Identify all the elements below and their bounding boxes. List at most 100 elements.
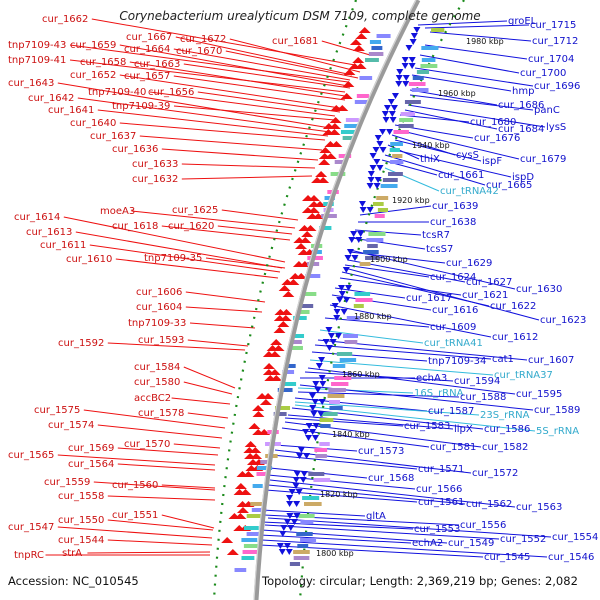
gene-label[interactable]: cur_1667	[126, 32, 172, 43]
gene-label[interactable]: cur_1606	[136, 287, 182, 298]
gene-label[interactable]: tnp7109-43	[8, 40, 66, 51]
gene-label[interactable]: cur_1556	[460, 520, 506, 531]
gene-label[interactable]: cat1	[492, 354, 514, 365]
gene-label[interactable]: cur_1594	[454, 376, 500, 387]
gene-label[interactable]: tnp7109-39	[112, 101, 170, 112]
gene-label[interactable]: cur_1637	[90, 131, 136, 142]
gene-label[interactable]: cur_1627	[466, 277, 512, 288]
gene-label[interactable]: cur_1663	[134, 59, 180, 70]
gene-label[interactable]: cur_1632	[132, 174, 178, 185]
gene-label[interactable]: echA2	[412, 538, 443, 549]
gene-label[interactable]: accBC2	[134, 393, 171, 404]
gene-label[interactable]: cur_1611	[40, 240, 86, 251]
gene-label[interactable]: cur_1712	[532, 36, 578, 47]
gene-label[interactable]: cur_1696	[534, 81, 580, 92]
gene-label[interactable]: cur_1583	[404, 421, 450, 432]
gene-label[interactable]: ispF	[482, 156, 502, 167]
gene-label[interactable]: tnp7109-34	[428, 356, 486, 367]
gene-label[interactable]: cur_1574	[48, 420, 94, 431]
gene-label[interactable]: 5S_rRNA	[536, 426, 579, 437]
gene-label[interactable]: cur_1681	[272, 36, 318, 47]
gene-label[interactable]: cur_1715	[530, 20, 576, 31]
gene-label[interactable]: cur_1581	[430, 442, 476, 453]
gene-label[interactable]: cur_1636	[112, 144, 158, 155]
gene-label[interactable]: cur_1613	[26, 227, 72, 238]
gene-label[interactable]: cur_1545	[484, 552, 530, 563]
gene-label[interactable]: tcsS7	[426, 244, 453, 255]
gene-label[interactable]: cur_1554	[552, 532, 598, 543]
gene-label[interactable]: cur_1578	[138, 408, 184, 419]
gene-label[interactable]: cur_1670	[176, 46, 222, 57]
gene-label[interactable]: echA3	[416, 373, 447, 384]
gene-label[interactable]: tnpRC	[14, 550, 44, 561]
gene-label[interactable]: cur_1551	[112, 510, 158, 521]
gene-label[interactable]: tcsR7	[422, 230, 450, 241]
gene-label[interactable]: cur_1658	[80, 57, 126, 68]
gene-label[interactable]: cur_1629	[446, 258, 492, 269]
gene-label[interactable]: cur_1616	[432, 305, 478, 316]
gene-label[interactable]: cur_1700	[520, 68, 566, 79]
gene-label[interactable]: cur_tRNA37	[494, 370, 553, 381]
gene-label[interactable]: cur_1546	[548, 552, 594, 563]
gene-label[interactable]: cur_1642	[28, 93, 74, 104]
gene-label[interactable]: cur_1661	[438, 170, 484, 181]
gene-label[interactable]: cur_1562	[466, 499, 512, 510]
gene-label[interactable]: lipX	[454, 424, 473, 435]
gene-label[interactable]: tnp7109-35	[144, 253, 202, 264]
gene-label[interactable]: cur_1564	[68, 459, 114, 470]
gene-label[interactable]: hmp	[512, 86, 534, 97]
gene-label[interactable]: cur_1612	[492, 332, 538, 343]
gene-label[interactable]: cur_1641	[48, 105, 94, 116]
gene-label[interactable]: cur_1587	[428, 406, 474, 417]
gene-label[interactable]: cur_1544	[58, 535, 104, 546]
gene-label[interactable]: cur_1614	[14, 212, 60, 223]
gene-label[interactable]: cur_1633	[132, 159, 178, 170]
gene-label[interactable]: cur_1549	[448, 538, 494, 549]
gene-label[interactable]: cur_1575	[34, 405, 80, 416]
gene-label[interactable]: tnp7109-40	[88, 87, 146, 98]
gene-label[interactable]: cur_1568	[368, 473, 414, 484]
gene-label[interactable]: tnp7109-33	[128, 318, 186, 329]
gene-label[interactable]: cur_1566	[416, 484, 462, 495]
gene-label[interactable]: cur_1620	[168, 221, 214, 232]
gene-label[interactable]: cur_1704	[528, 54, 574, 65]
gene-label[interactable]: cur_1553	[414, 524, 460, 535]
gene-label[interactable]: cur_1584	[134, 362, 180, 373]
gene-label[interactable]: cur_1563	[516, 502, 562, 513]
gene-label[interactable]: thiX	[420, 154, 440, 165]
gene-label[interactable]: cur_1659	[70, 40, 116, 51]
gene-label[interactable]: cur_1676	[474, 133, 520, 144]
gene-label[interactable]: panC	[534, 105, 560, 116]
gene-label[interactable]: cur_tRNA41	[424, 338, 483, 349]
gene-label[interactable]: 16S_rRNA	[414, 388, 464, 399]
gene-label[interactable]: cur_1595	[516, 389, 562, 400]
gene-label[interactable]: cur_1686	[498, 100, 544, 111]
gene-label[interactable]: groEL	[508, 16, 537, 27]
gene-label[interactable]: gltA	[366, 511, 386, 522]
gene-label[interactable]: cysS	[456, 150, 479, 161]
gene-label[interactable]: cur_1580	[134, 377, 180, 388]
gene-label[interactable]: cur_1589	[534, 405, 580, 416]
gene-label[interactable]: cur_1630	[516, 284, 562, 295]
gene-label[interactable]: cur_1640	[70, 118, 116, 129]
gene-label[interactable]: cur_tRNA42	[440, 186, 499, 197]
gene-label[interactable]: cur_1586	[484, 424, 530, 435]
gene-label[interactable]: cur_1656	[148, 87, 194, 98]
gene-label[interactable]: cur_1618	[112, 221, 158, 232]
gene-label[interactable]: cur_1680	[470, 117, 516, 128]
gene-label[interactable]: cur_1625	[172, 205, 218, 216]
gene-label[interactable]: cur_1623	[540, 315, 586, 326]
gene-label[interactable]: cur_1679	[520, 154, 566, 165]
gene-label[interactable]: cur_1547	[8, 522, 54, 533]
gene-label[interactable]: cur_1604	[136, 302, 182, 313]
gene-label[interactable]: cur_1609	[430, 322, 476, 333]
gene-label[interactable]: cur_1621	[462, 290, 508, 301]
gene-label[interactable]: cur_1610	[66, 254, 112, 265]
gene-label[interactable]: moeA3	[100, 206, 135, 217]
gene-label[interactable]: cur_1588	[460, 392, 506, 403]
gene-label[interactable]: 23S_rRNA	[480, 410, 530, 421]
gene-label[interactable]: cur_1684	[498, 124, 544, 135]
gene-label[interactable]: cur_1561	[418, 497, 464, 508]
gene-label[interactable]: lysS	[546, 122, 566, 133]
gene-label[interactable]: cur_1565	[8, 450, 54, 461]
